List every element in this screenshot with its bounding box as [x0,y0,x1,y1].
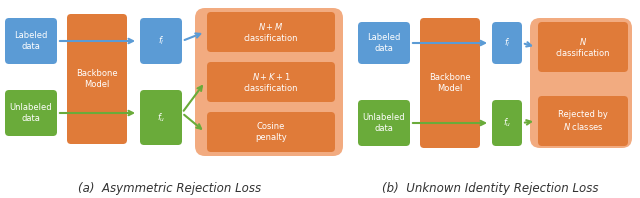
Text: Backbone
Model: Backbone Model [76,69,118,89]
FancyBboxPatch shape [420,18,480,148]
Text: $f_u$: $f_u$ [157,111,165,124]
FancyBboxPatch shape [5,90,57,136]
Text: Labeled
data: Labeled data [367,33,401,53]
FancyBboxPatch shape [67,14,127,144]
FancyBboxPatch shape [538,22,628,72]
Text: $f_l$: $f_l$ [504,37,510,49]
Text: $f_l$: $f_l$ [157,35,164,47]
FancyBboxPatch shape [140,18,182,64]
FancyBboxPatch shape [207,112,335,152]
Text: Unlabeled
data: Unlabeled data [10,103,52,123]
Text: $N+M$
classification: $N+M$ classification [244,21,298,43]
FancyBboxPatch shape [358,22,410,64]
Text: Rejected by
$N$ classes: Rejected by $N$ classes [558,110,608,132]
FancyBboxPatch shape [140,90,182,145]
FancyBboxPatch shape [5,18,57,64]
FancyBboxPatch shape [530,18,632,148]
Text: Backbone
Model: Backbone Model [429,73,471,93]
FancyBboxPatch shape [207,12,335,52]
FancyBboxPatch shape [358,100,410,146]
Text: (a)  Asymmetric Rejection Loss: (a) Asymmetric Rejection Loss [79,182,262,195]
Text: $N+K+1$
classification: $N+K+1$ classification [244,71,298,93]
FancyBboxPatch shape [207,62,335,102]
Text: $N$
classification: $N$ classification [556,36,611,58]
Text: Cosine
penalty: Cosine penalty [255,122,287,142]
Text: $f_u$: $f_u$ [503,117,511,129]
Text: (b)  Unknown Identity Rejection Loss: (b) Unknown Identity Rejection Loss [381,182,598,195]
FancyBboxPatch shape [538,96,628,146]
Text: Labeled
data: Labeled data [14,31,48,51]
Text: Unlabeled
data: Unlabeled data [363,113,405,133]
FancyBboxPatch shape [195,8,343,156]
FancyBboxPatch shape [492,100,522,146]
FancyBboxPatch shape [492,22,522,64]
